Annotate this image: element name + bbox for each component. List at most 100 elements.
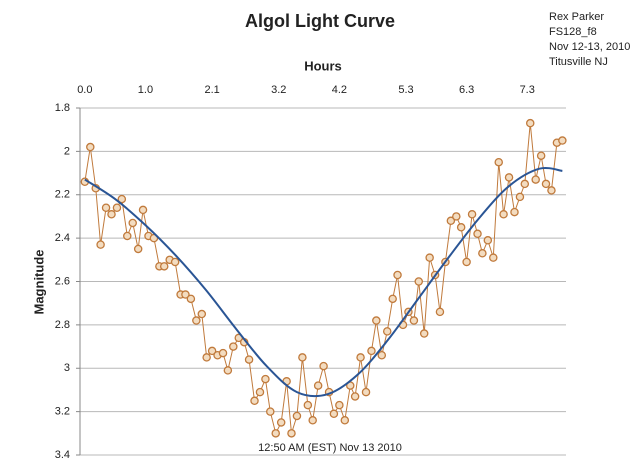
- data-point: [446, 216, 456, 226]
- data-point: [287, 429, 296, 438]
- data-point: [515, 192, 525, 202]
- data-point: [138, 205, 148, 215]
- data-point: [547, 186, 556, 195]
- data-point: [276, 418, 286, 427]
- y-tick-label: 3: [64, 362, 70, 374]
- x-axis-title: Hours: [304, 58, 342, 73]
- data-point: [414, 277, 423, 286]
- data-point: [197, 309, 207, 319]
- data-point: [499, 210, 508, 219]
- data-point: [298, 353, 307, 362]
- grid: [76, 107, 566, 456]
- data-point: [377, 350, 387, 360]
- annotation: Nov 12-13, 2010: [549, 41, 630, 53]
- data-point: [335, 400, 344, 410]
- data-point: [536, 151, 546, 160]
- y-tick-label: 2.2: [55, 189, 70, 201]
- data-point: [133, 244, 143, 254]
- annotation: Titusville NJ: [549, 56, 608, 68]
- data-point: [123, 231, 132, 241]
- x-tick-label: 7.3: [520, 84, 535, 96]
- data-point: [388, 294, 397, 304]
- y-axis-title: Magnitude: [31, 250, 46, 315]
- data-point: [223, 366, 233, 375]
- data-point: [510, 207, 519, 217]
- data-point: [218, 348, 228, 358]
- data-point: [261, 374, 270, 384]
- data-point: [425, 253, 434, 262]
- data-point: [520, 179, 530, 189]
- data-line: [84, 123, 563, 435]
- data-point: [292, 411, 302, 421]
- data-point: [525, 118, 535, 128]
- data-point: [207, 346, 217, 356]
- data-point: [202, 353, 211, 362]
- data-point: [478, 249, 487, 258]
- data-point: [86, 142, 95, 152]
- data-point: [303, 400, 313, 410]
- x-tick-label: 6.3: [459, 84, 474, 96]
- data-point: [462, 257, 471, 267]
- data-point: [435, 307, 445, 317]
- data-point: [308, 416, 317, 425]
- fit-curve: [84, 166, 563, 398]
- data-point: [361, 387, 371, 397]
- data-point: [112, 203, 122, 213]
- data-point: [244, 355, 254, 364]
- data-point: [473, 229, 482, 239]
- data-point: [107, 210, 116, 219]
- data-point: [128, 218, 137, 228]
- data-point: [229, 342, 238, 351]
- x-tick-label: 1.0: [138, 84, 153, 96]
- data-point: [494, 157, 503, 167]
- data-point: [382, 327, 392, 336]
- x-tick-label: 4.2: [332, 84, 347, 96]
- data-point: [159, 262, 169, 271]
- data-point: [319, 361, 328, 371]
- annotation: FS128_f8: [549, 26, 597, 38]
- data-point: [250, 396, 259, 406]
- plot: [80, 118, 567, 438]
- data-point: [313, 381, 323, 390]
- y-tick-label: 2.6: [55, 275, 70, 287]
- y-tick-label: 2: [64, 145, 70, 157]
- data-point: [541, 179, 551, 189]
- data-point: [170, 257, 180, 267]
- data-point: [456, 223, 466, 232]
- y-tick-label: 1.8: [55, 102, 70, 114]
- x-tick-label: 5.3: [398, 84, 413, 96]
- y-tick-label: 3.2: [55, 406, 70, 418]
- data-point: [350, 392, 360, 401]
- labels: Rex Parker FS128_f8 Nov 12-13, 2010 Titusvi…: [55, 11, 631, 461]
- data-point: [186, 294, 196, 304]
- x-tick-label: 3.2: [271, 84, 286, 96]
- data-point: [356, 353, 365, 362]
- data-point: [329, 409, 339, 419]
- data-point: [393, 270, 402, 280]
- data-point: [117, 194, 127, 204]
- data-point: [409, 316, 419, 325]
- y-tick-label: 2.4: [55, 232, 70, 244]
- data-point: [467, 210, 477, 219]
- data-point: [452, 212, 461, 221]
- x-tick-label: 0.0: [77, 84, 92, 96]
- x-tick-label: 2.1: [204, 84, 219, 96]
- data-point: [255, 387, 265, 397]
- data-point: [367, 346, 376, 356]
- data-point: [340, 416, 350, 425]
- y-tick-label: 3.4: [55, 449, 70, 461]
- data-point: [101, 203, 111, 213]
- data-point: [96, 240, 105, 249]
- data-point: [504, 173, 514, 182]
- data-point: [271, 429, 280, 438]
- y-tick-label: 2.8: [55, 319, 70, 331]
- data-point: [266, 407, 275, 416]
- chart-title: Algol Light Curve: [245, 11, 395, 31]
- footnote: 12:50 AM (EST) Nov 13 2010: [258, 442, 402, 454]
- data-point: [372, 316, 381, 325]
- data-point: [483, 236, 493, 245]
- data-point: [531, 175, 540, 184]
- data-point: [558, 136, 567, 145]
